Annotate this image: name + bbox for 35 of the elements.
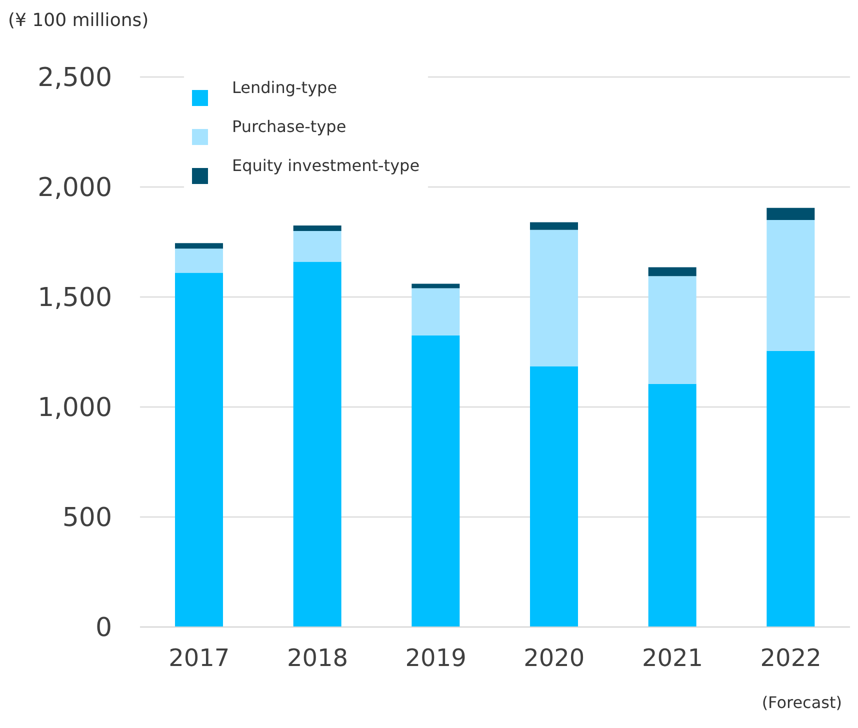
x-tick-label: 2020 — [524, 644, 585, 672]
x-tick-label: 2021 — [642, 644, 704, 672]
y-tick-label: 1,000 — [38, 393, 112, 424]
bar — [175, 248, 223, 273]
y-tick-label: 2,500 — [38, 63, 112, 94]
bar — [175, 272, 223, 627]
bar — [530, 366, 578, 627]
bar — [293, 226, 342, 231]
bar — [766, 220, 815, 351]
bar — [648, 384, 696, 627]
x-tick-label: 2018 — [286, 644, 348, 672]
bar — [648, 267, 696, 276]
y-axis-title: (¥ 100 millions) — [8, 10, 149, 31]
bar — [530, 222, 578, 230]
x-tick-label: 2019 — [405, 644, 466, 672]
bar — [412, 284, 460, 288]
text: (Forecast) — [762, 693, 842, 712]
legend-label: Equity investment-type — [232, 156, 420, 175]
bar — [412, 288, 460, 336]
bar — [766, 350, 815, 627]
y-tick-label: 0 — [95, 613, 112, 644]
y-tick-label: 2,000 — [38, 173, 112, 204]
bar — [293, 231, 342, 262]
legend-label: Purchase-type — [232, 117, 346, 136]
x-tick-label: 2022 — [760, 644, 822, 672]
x-tick-label: 2017 — [168, 644, 230, 672]
bar — [530, 230, 578, 366]
legend-label: Lending-type — [232, 78, 338, 97]
bar — [412, 336, 460, 627]
y-tick-label: 1,500 — [38, 283, 112, 314]
bar — [766, 208, 815, 220]
bar — [293, 262, 342, 627]
y-tick-label: 500 — [62, 503, 112, 534]
bar — [175, 243, 223, 249]
bar — [648, 276, 696, 384]
